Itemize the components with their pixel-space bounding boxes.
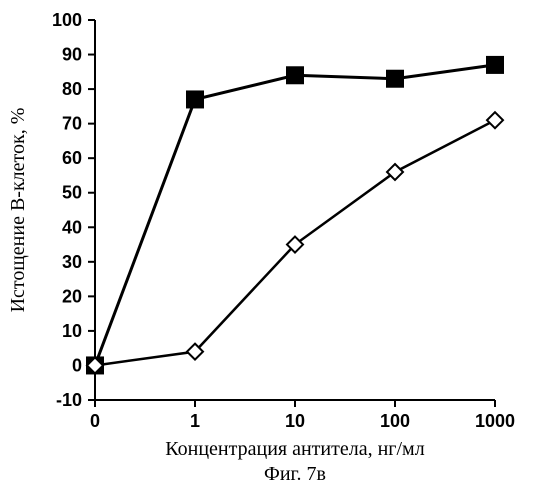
y-tick-label: 80 <box>62 79 82 99</box>
y-tick-label: 50 <box>62 183 82 203</box>
y-tick-label: 30 <box>62 252 82 272</box>
y-tick-label: 100 <box>52 10 82 30</box>
x-tick-label: 1000 <box>475 411 515 431</box>
x-axis-label: Концентрация антитела, нг/мл <box>165 438 424 460</box>
marker-filled-squares <box>387 71 403 87</box>
marker-filled-squares <box>487 57 503 73</box>
x-tick-label: 0 <box>90 411 100 431</box>
figure-caption: Фиг. 7в <box>264 463 326 485</box>
y-tick-label: 70 <box>62 114 82 134</box>
y-tick-label: 90 <box>62 45 82 65</box>
marker-filled-squares <box>187 91 203 107</box>
x-tick-label: 10 <box>285 411 305 431</box>
marker-filled-squares <box>287 67 303 83</box>
line-chart: -10010203040506070809010001101001000Исто… <box>0 0 534 500</box>
y-tick-label: 20 <box>62 286 82 306</box>
x-tick-label: 1 <box>190 411 200 431</box>
y-tick-label: 0 <box>72 355 82 375</box>
y-tick-label: 40 <box>62 217 82 237</box>
y-tick-label: 10 <box>62 321 82 341</box>
x-tick-label: 100 <box>380 411 410 431</box>
y-tick-label: -10 <box>56 390 82 410</box>
y-tick-label: 60 <box>62 148 82 168</box>
chart-container: -10010203040506070809010001101001000Исто… <box>0 0 534 500</box>
y-axis-label: Истощение B-клеток, % <box>7 108 29 313</box>
